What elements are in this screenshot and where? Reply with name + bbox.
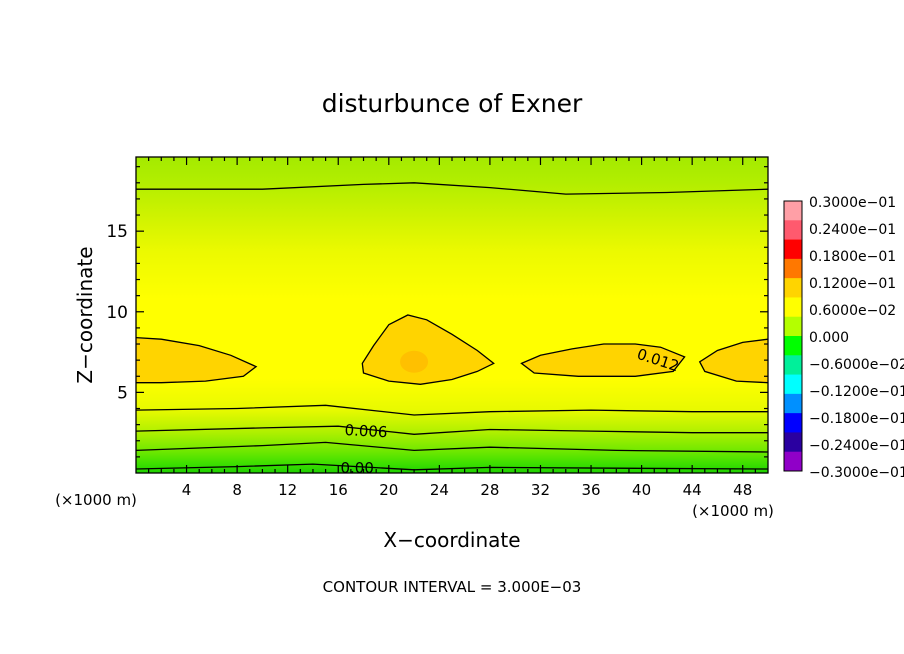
colorbar-label: 0.1800e−01 xyxy=(809,249,896,265)
field-background xyxy=(136,157,768,473)
x-axis-label: X−coordinate xyxy=(383,528,520,552)
x-unit-right: (×1000 m) xyxy=(692,502,774,520)
colorbar-swatch xyxy=(784,451,802,472)
colorbar-label: −0.2400e−01 xyxy=(809,438,904,454)
high-anomaly-region xyxy=(699,339,768,383)
contour-line xyxy=(136,404,768,416)
x-tick-label: 40 xyxy=(632,481,651,499)
colorbar-label: −0.1200e−01 xyxy=(809,384,904,400)
peak-core-region xyxy=(400,350,429,373)
colorbar-swatch xyxy=(784,432,802,453)
contour-lines xyxy=(136,182,768,471)
colorbar-swatch xyxy=(784,355,802,376)
x-tick-label: 36 xyxy=(581,481,600,499)
y-axis-label: Z−coordinate xyxy=(73,246,97,383)
colorbar-swatch xyxy=(784,220,802,241)
colorbar-label: 0.1200e−01 xyxy=(809,276,896,292)
x-tick-label: 24 xyxy=(430,481,449,499)
colorbar-frame xyxy=(783,200,803,472)
x-tick-label: 16 xyxy=(329,481,348,499)
x-tick-label: 44 xyxy=(683,481,702,499)
colorbar-label: −0.6000e−02 xyxy=(809,357,904,373)
contour-line-0.012 xyxy=(520,343,686,377)
colorbar-swatch xyxy=(784,336,802,356)
x-unit-left: (×1000 m) xyxy=(55,491,137,509)
contour-line xyxy=(136,182,768,195)
y-tick-label: 10 xyxy=(106,303,128,323)
contour-interval-note: CONTOUR INTERVAL = 3.000E−03 xyxy=(323,578,582,596)
x-axis: 4 8 12 16 20 24 28 32 36 40 44 48 xyxy=(148,157,756,499)
x-tick-label: 12 xyxy=(278,481,297,499)
colorbar-swatch xyxy=(784,374,802,395)
colorbar-label: 0.6000e−02 xyxy=(809,303,896,319)
contour-line xyxy=(136,425,768,435)
colorbar-label: 0.2400e−01 xyxy=(809,222,896,238)
contour-line-0.012 xyxy=(361,314,495,385)
y-tick-label: 15 xyxy=(106,222,128,242)
colorbar-label: 0.000 xyxy=(809,330,849,346)
colorbar-swatch xyxy=(784,258,802,279)
contour-line-0.012 xyxy=(698,338,768,384)
field-fill-layers xyxy=(136,315,768,385)
colorbar-label: 0.3000e−01 xyxy=(809,195,896,211)
contour-line-0.012 xyxy=(136,336,258,384)
colorbar-swatch xyxy=(784,278,802,298)
high-anomaly-region xyxy=(136,337,257,383)
contour-label: 0.00 xyxy=(340,459,373,477)
x-tick-label: 4 xyxy=(182,481,192,499)
colorbar-swatch xyxy=(784,239,802,260)
colorbar-swatch xyxy=(784,316,802,337)
x-tick-label: 48 xyxy=(733,481,752,499)
contour-line xyxy=(136,441,768,453)
colorbar-swatch xyxy=(784,297,802,318)
x-tick-label: 28 xyxy=(480,481,499,499)
colorbar-swatch xyxy=(784,201,802,221)
high-anomaly-region xyxy=(362,315,494,385)
y-tick-label: 5 xyxy=(117,383,128,403)
chart-title: disturbunce of Exner xyxy=(322,89,583,118)
colorbar-swatch xyxy=(784,393,802,414)
high-anomaly-region xyxy=(521,344,685,377)
y-axis: 5 10 15 xyxy=(106,166,768,458)
colorbar-label: −0.3000e−01 xyxy=(809,465,904,481)
colorbar-label: −0.1800e−01 xyxy=(809,411,904,427)
contour-label: 0.006 xyxy=(344,421,388,441)
x-tick-label: 32 xyxy=(531,481,550,499)
colorbar: 0.3000e−01 0.2400e−01 0.1800e−01 0.1200e−01… xyxy=(783,195,904,481)
plot-area xyxy=(136,157,768,473)
x-tick-label: 8 xyxy=(232,481,242,499)
x-tick-label: 20 xyxy=(379,481,398,499)
colorbar-swatch xyxy=(784,413,802,433)
